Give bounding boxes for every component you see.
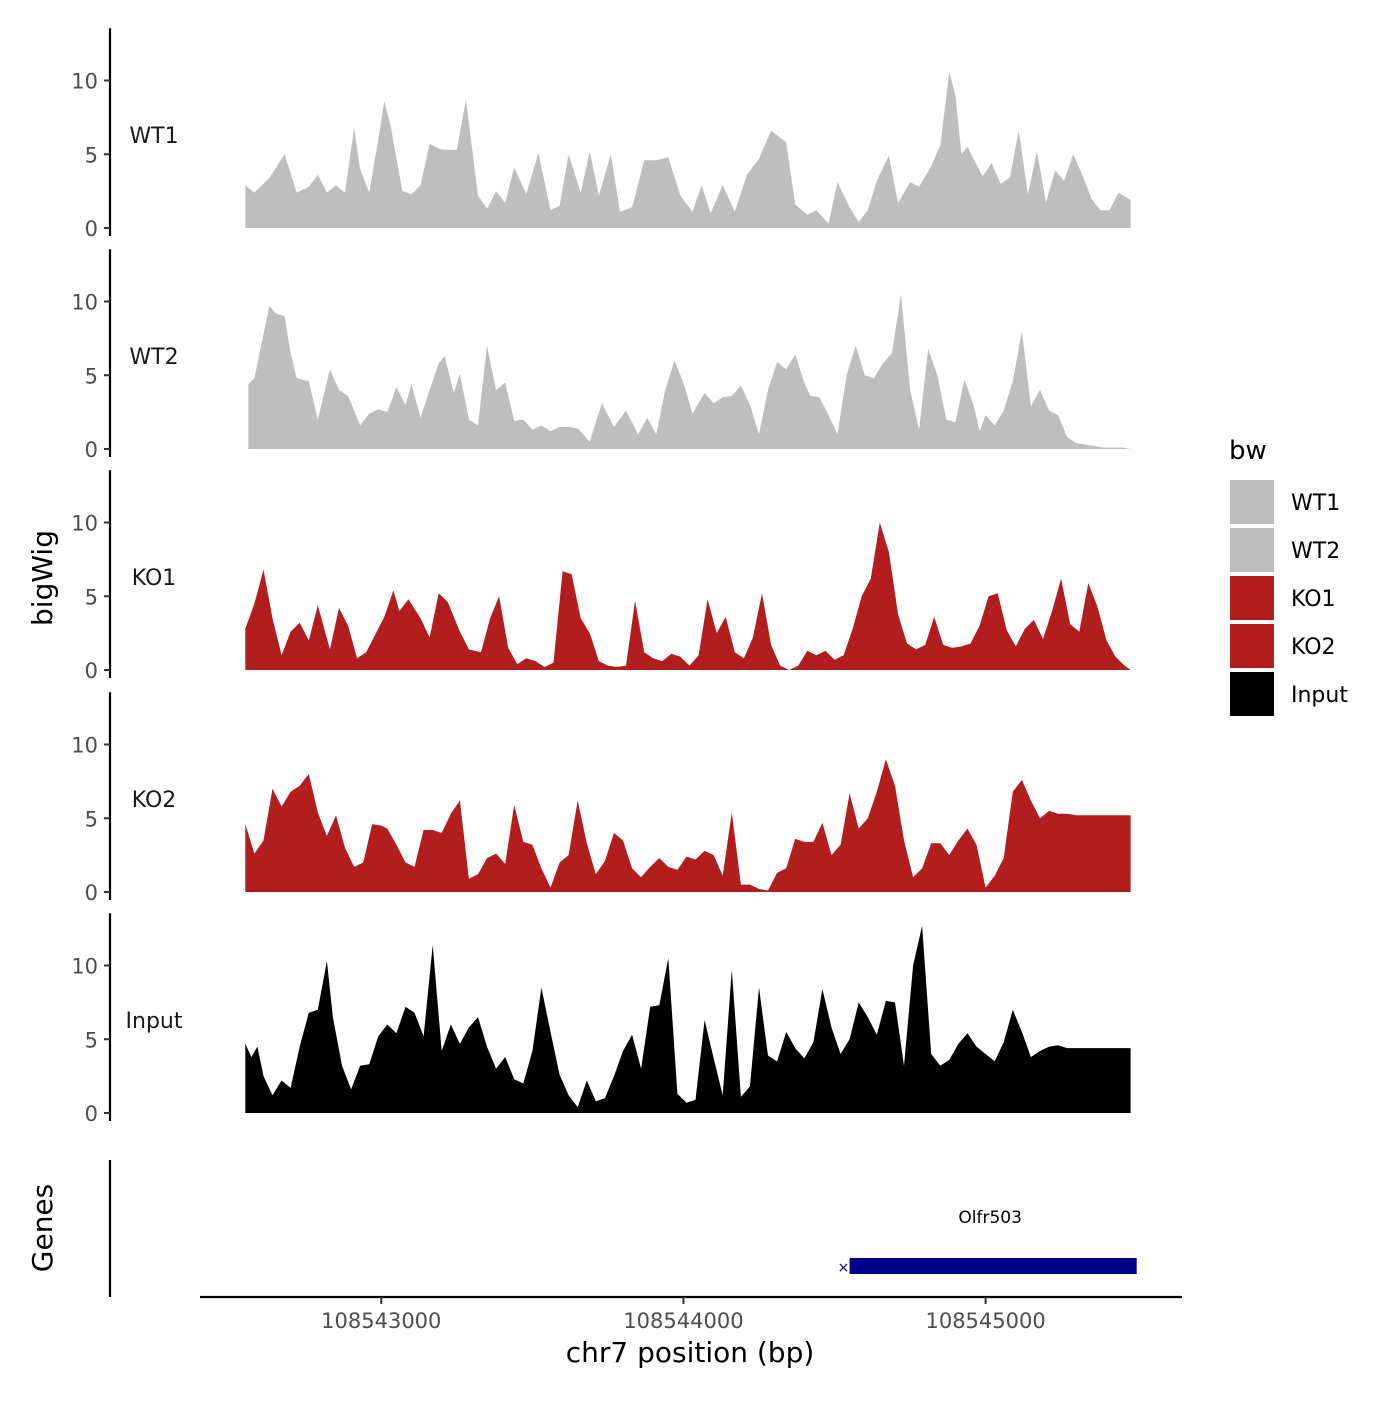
- legend-label: Input: [1291, 683, 1348, 708]
- track-label: KO1: [132, 566, 177, 591]
- legend-swatch-ko1: [1230, 576, 1274, 620]
- track-label: WT2: [129, 345, 178, 370]
- track-label: Input: [126, 1009, 183, 1034]
- y-tick-label: 0: [85, 881, 98, 905]
- y-tick-label: 10: [71, 734, 98, 758]
- x-axis-title: chr7 position (bp): [566, 1336, 815, 1369]
- track-label: KO2: [132, 788, 177, 813]
- area-ko1: [245, 522, 1131, 670]
- track-input: 0 5 10 Input: [71, 913, 1131, 1126]
- tracks-layer: 0 5 10 WT1 0 5 10 WT2 0 5 10 KO1 0 5 10 KO2 0 5 10 Input: [71, 28, 1131, 1126]
- legend-label: KO2: [1291, 635, 1336, 660]
- y-tick-label: 5: [85, 585, 98, 609]
- legend-label: WT2: [1291, 539, 1340, 564]
- y-tick-label: 0: [85, 1102, 98, 1126]
- gene-label: Olfr503: [958, 1208, 1022, 1228]
- y-axis-title: bigWig: [26, 530, 59, 626]
- legend: bw WT1 WT2 KO1 KO2 Input: [1229, 436, 1348, 716]
- legend-swatch-ko2: [1230, 624, 1274, 668]
- track-ko1: 0 5 10 KO1: [71, 470, 1131, 683]
- genes-track: × Olfr503: [108, 1160, 1137, 1297]
- x-axis: 108543000 108544000 108545000: [200, 1295, 1182, 1333]
- gene-strand-mark: ×: [838, 1260, 850, 1276]
- legend-label: KO1: [1291, 587, 1336, 612]
- y-tick-label: 10: [71, 955, 98, 979]
- y-tick-label: 10: [71, 70, 98, 94]
- track-label: WT1: [129, 124, 178, 149]
- legend-swatch-wt2: [1230, 528, 1274, 572]
- area-wt2: [248, 294, 1131, 449]
- legend-swatch-input: [1230, 672, 1274, 716]
- y-tick-label: 10: [71, 512, 98, 536]
- y-tick-label: 10: [71, 291, 98, 315]
- x-tick-label: 108544000: [623, 1309, 743, 1333]
- x-tick-label: 108545000: [925, 1309, 1045, 1333]
- y-tick-label: 0: [85, 659, 98, 683]
- legend-title: bw: [1229, 436, 1267, 466]
- legend-label: WT1: [1291, 491, 1340, 516]
- area-ko2: [245, 759, 1131, 892]
- genes-track-title: Genes: [26, 1184, 59, 1272]
- gene-body: [849, 1258, 1137, 1274]
- x-tick-label: 108543000: [321, 1309, 441, 1333]
- track-wt2: 0 5 10 WT2: [71, 249, 1131, 462]
- y-tick-label: 5: [85, 1028, 98, 1052]
- area-input: [245, 925, 1131, 1113]
- y-tick-label: 5: [85, 807, 98, 831]
- legend-swatch-wt1: [1230, 480, 1274, 524]
- y-tick-label: 5: [85, 364, 98, 388]
- area-wt1: [245, 71, 1131, 228]
- y-tick-label: 0: [85, 438, 98, 462]
- track-ko2: 0 5 10 KO2: [71, 692, 1131, 905]
- y-tick-label: 0: [85, 217, 98, 241]
- y-tick-label: 5: [85, 143, 98, 167]
- track-wt1: 0 5 10 WT1: [71, 28, 1131, 241]
